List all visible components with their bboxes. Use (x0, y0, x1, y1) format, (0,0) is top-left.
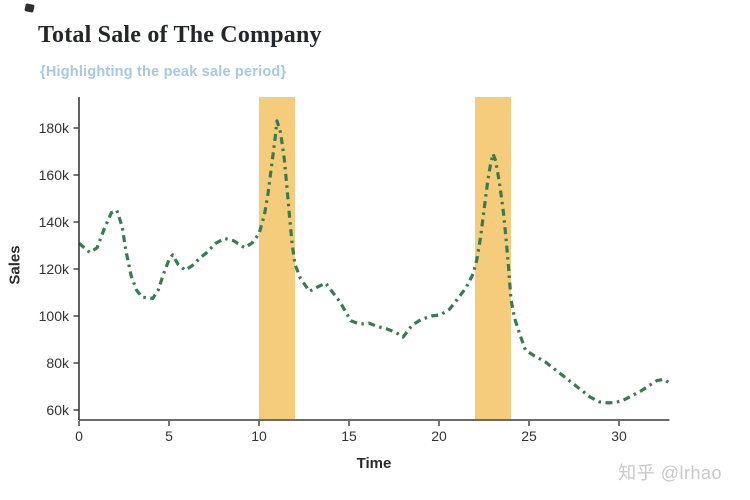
chart-title: Total Sale of The Company (38, 22, 322, 48)
peak-highlight-band (259, 97, 295, 419)
y-tick-label: 80k (46, 355, 70, 371)
y-tick-label: 120k (39, 261, 70, 277)
x-axis-title: Time (356, 455, 392, 472)
x-tick-label: 25 (521, 428, 537, 444)
y-tick-label: 60k (46, 402, 70, 418)
x-tick-label: 10 (251, 428, 267, 444)
x-tick-label: 20 (431, 428, 447, 444)
watermark-zhihu: 知乎 @lrhao (618, 463, 722, 483)
x-tick-label: 15 (341, 428, 357, 444)
sales-series-line (77, 119, 671, 405)
x-tick-label: 30 (611, 428, 627, 444)
peak-highlight-band (475, 97, 511, 419)
y-tick-label: 160k (39, 167, 70, 183)
x-tick-label: 5 (165, 428, 173, 444)
y-tick-label: 180k (39, 120, 70, 136)
chart-subtitle: {Highlighting the peak sale period} (40, 64, 287, 80)
y-tick-label: 100k (39, 308, 70, 324)
x-tick-label: 0 (75, 428, 83, 444)
y-tick-label: 140k (39, 214, 70, 230)
y-axis-title: Sales (6, 245, 24, 285)
